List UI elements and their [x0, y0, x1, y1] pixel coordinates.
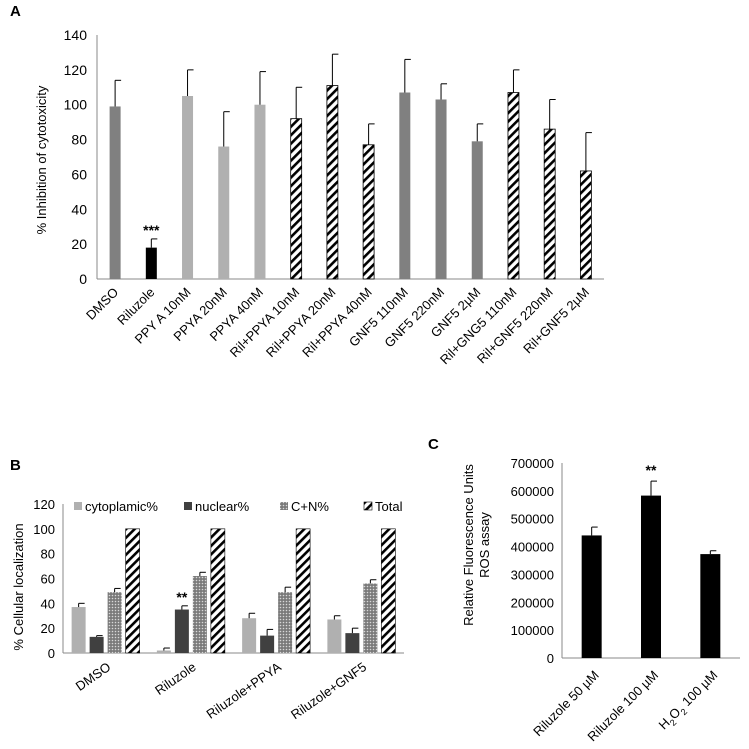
panel-b-bar: [156, 650, 171, 653]
panel-c-ylabel: Relative Fluorescence Units: [461, 464, 476, 626]
panel-a-label: A: [10, 3, 21, 20]
panel-a-bar: [254, 104, 266, 279]
panel-b-legend-label: C+N%: [291, 499, 329, 514]
panel-c-bar: [581, 535, 602, 658]
panel-a-ytick-label: 60: [71, 166, 87, 182]
panel-c-label: C: [428, 436, 439, 453]
panel-c-ytick-label: 200000: [511, 595, 554, 610]
panel-b-category-label: Riluzole: [152, 659, 198, 698]
panel-b-bar: [295, 528, 311, 654]
panel-a: A % Inhibition of cytotoxicity 0 20 40 60 80…: [10, 3, 604, 367]
panel-a-ylabel: % Inhibition of cytotoxicity: [34, 85, 49, 234]
panel-b-bar: [192, 576, 207, 653]
panel-b-ytick-label: 80: [41, 547, 55, 562]
panel-c-significance: **: [646, 462, 657, 478]
panel-a-bar: [362, 144, 375, 280]
panel-a-bar: [182, 96, 194, 279]
panel-c-bar: [700, 554, 721, 658]
panel-b-ytick-label: 0: [48, 646, 55, 661]
panel-b-category-label: Riluzole+PPYA: [204, 659, 285, 722]
panel-b-legend-label: Total: [375, 499, 403, 514]
panel-c-ytick-label: 400000: [511, 540, 554, 555]
panel-b-bar: [345, 633, 360, 653]
panel-a-bar: [109, 106, 121, 279]
panel-b-bar: [260, 635, 275, 653]
panel-a-ytick-label: 0: [79, 271, 87, 287]
panel-a-ytick-label: 20: [71, 236, 87, 252]
panel-b-ytick-label: 100: [33, 522, 55, 537]
panel-a-bar: [326, 85, 339, 280]
panel-b-bar: [89, 636, 104, 653]
panel-b-ytick-label: 60: [41, 572, 55, 587]
panel-a-ytick-label: 100: [64, 97, 88, 113]
panel-c-ytick-label: 0: [547, 651, 554, 666]
panel-c-ytick-label: 600000: [511, 484, 554, 499]
panel-b-category-label: DMSO: [73, 659, 114, 694]
subscript: 2: [668, 717, 679, 728]
panel-b-bar: [363, 583, 378, 653]
panel-a-bar: [507, 92, 520, 280]
panel-b-bar: [71, 607, 86, 653]
panel-a-bar: [218, 146, 230, 279]
panel-b-legend-label: cytoplamic%: [85, 499, 158, 514]
panel-a-bar: [435, 99, 447, 279]
panel-a-ytick-label: 40: [71, 201, 87, 217]
panel-b-legend-swatch: [184, 502, 192, 510]
panel-b-ylabel: % Cellular localization: [11, 523, 26, 650]
panel-b-bar: [125, 528, 140, 654]
panel-b-category-label: Riluzole+GNF5: [288, 659, 369, 722]
panel-b-bar: [210, 528, 226, 654]
panel-b-legend-swatch: [280, 502, 288, 510]
panel-a-bar: [290, 118, 303, 280]
panel-c-bar: [641, 495, 661, 658]
subscript: 2: [679, 707, 690, 718]
panel-b-bar: [327, 619, 342, 653]
panel-a-ytick-label: 140: [64, 27, 88, 43]
panel-b-bar: [381, 528, 396, 654]
panel-b-legend-label: nuclear%: [195, 499, 250, 514]
panel-a-bar: [579, 170, 592, 280]
panel-a-ytick-label: 120: [64, 62, 88, 78]
panel-a-significance: ***: [143, 222, 160, 238]
panel-a-bar: [471, 141, 483, 279]
panel-c-ytick-label: 100000: [511, 623, 554, 638]
label-part: 100 µM: [676, 668, 720, 712]
panel-b-ytick-label: 20: [41, 621, 55, 636]
panel-c-category-label: H2O2 100 µM: [656, 668, 723, 735]
panel-c-ytick-label: 500000: [511, 512, 554, 527]
panel-c: C Relative Fluorescence Units ROS assay …: [428, 436, 740, 744]
panel-b-ytick-label: 120: [33, 497, 55, 512]
panel-a-bar: [145, 247, 157, 279]
panel-b-legend-swatch: [74, 502, 82, 510]
panel-b: B % Cellular localization cytoplamic% nuc…: [10, 457, 404, 722]
panel-a-category-label: Ril+GNF5 2µM: [520, 285, 592, 357]
panel-b-bar: [174, 609, 189, 653]
panel-b-legend: cytoplamic% nuclear% C+N% Total: [74, 499, 403, 514]
panel-b-legend-swatch: [363, 501, 373, 511]
panel-c-ylabel2: ROS assay: [477, 512, 492, 578]
panel-b-significance: **: [176, 589, 187, 605]
panel-b-bar: [242, 618, 257, 653]
panel-c-ytick-label: 700000: [511, 456, 554, 471]
panel-b-ytick-label: 40: [41, 596, 55, 611]
panel-b-label: B: [10, 457, 21, 474]
panel-c-ytick-label: 300000: [511, 567, 554, 582]
panel-b-bar: [107, 592, 122, 653]
panel-a-bar: [399, 92, 411, 279]
panel-b-bar: [278, 592, 293, 653]
panel-a-bar: [543, 128, 556, 280]
panel-a-ytick-label: 80: [71, 132, 87, 148]
